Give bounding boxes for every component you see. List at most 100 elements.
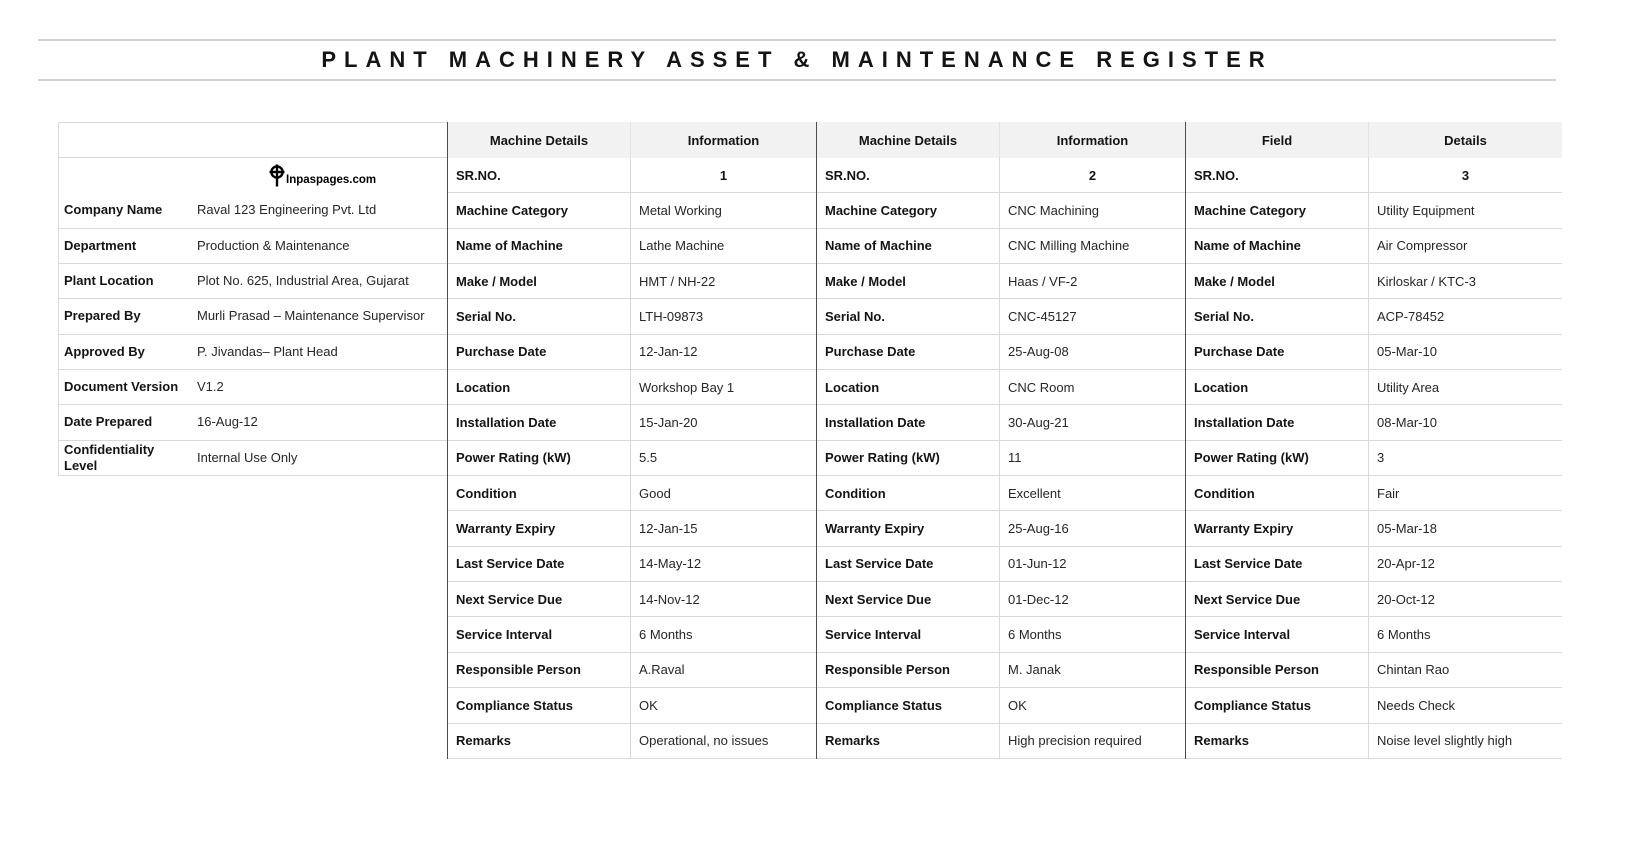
field-value-cell: 30-Aug-21 <box>1000 405 1185 441</box>
field-value-cell: Metal Working <box>631 193 816 229</box>
field-value-cell: 2 <box>1000 158 1185 194</box>
machine-header-field: Machine Details <box>448 122 631 158</box>
field-label-cell: Power Rating (kW) <box>448 440 631 477</box>
info-row-value: Murli Prasad – Maintenance Supervisor <box>189 299 447 335</box>
field-label-cell: Service Interval <box>448 617 631 653</box>
field-value-cell: 05-Mar-10 <box>1369 335 1562 371</box>
field-label-cell: Condition <box>817 476 1000 512</box>
field-value-cell: 15-Jan-20 <box>631 405 816 441</box>
info-panel-spacer <box>59 122 447 158</box>
machine-section-1: Machine Details Information SR.NO. 1 Machi… <box>447 122 816 759</box>
machine-section-3: Field Details SR.NO. 3 Machine Category Uti… <box>1185 122 1562 759</box>
field-value-cell: 12-Jan-15 <box>631 511 816 547</box>
field-value-cell: 5.5 <box>631 441 816 477</box>
info-row-value: Production & Maintenance <box>189 229 447 265</box>
info-row-label: Department <box>59 229 189 265</box>
company-logo: Inpaspages.com <box>59 158 447 193</box>
machine-header-field: Machine Details <box>817 122 1000 158</box>
field-label-cell: Service Interval <box>1186 617 1369 653</box>
field-label-cell: Purchase Date <box>1186 334 1369 371</box>
field-label-cell: Make / Model <box>1186 264 1369 300</box>
field-label-cell: Installation Date <box>817 405 1000 441</box>
field-value-cell: Lathe Machine <box>631 229 816 265</box>
field-label-cell: Last Service Date <box>448 546 631 583</box>
field-label-cell: Next Service Due <box>817 582 1000 618</box>
field-value-cell: 01-Dec-12 <box>1000 582 1185 618</box>
field-value-cell: 3 <box>1369 158 1562 194</box>
field-label-cell: Warranty Expiry <box>817 511 1000 547</box>
document-info-panel: Inpaspages.com Company Name Raval 123 Eng… <box>58 122 447 477</box>
field-label-cell: Machine Category <box>1186 193 1369 229</box>
field-label-cell: Name of Machine <box>448 228 631 265</box>
machine-header-info: Information <box>631 122 816 158</box>
field-value-cell: CNC Machining <box>1000 193 1185 229</box>
logo-site-text: Inpaspages.com <box>286 173 377 186</box>
info-row-value: Raval 123 Engineering Pvt. Ltd <box>189 193 447 229</box>
field-label-cell: Make / Model <box>448 264 631 300</box>
field-value-cell: Utility Equipment <box>1369 193 1562 229</box>
machine-section-2: Machine Details Information SR.NO. 2 Machi… <box>816 122 1185 759</box>
field-value-cell: 01-Jun-12 <box>1000 547 1185 583</box>
info-row-label: Plant Location <box>59 264 189 300</box>
field-label-cell: Name of Machine <box>817 228 1000 265</box>
info-row-label: Confidentiality Level <box>59 441 189 477</box>
field-value-cell: 6 Months <box>631 617 816 653</box>
field-value-cell: Excellent <box>1000 476 1185 512</box>
field-value-cell: Good <box>631 476 816 512</box>
field-value-cell: 25-Aug-08 <box>1000 335 1185 371</box>
field-label-cell: Installation Date <box>1186 405 1369 441</box>
field-value-cell: 14-May-12 <box>631 547 816 583</box>
field-value-cell: 6 Months <box>1369 617 1562 653</box>
field-label-cell: Serial No. <box>817 299 1000 335</box>
field-label-cell: Machine Category <box>817 193 1000 229</box>
field-label-cell: Power Rating (kW) <box>1186 440 1369 477</box>
field-label-cell: Compliance Status <box>1186 688 1369 724</box>
info-row-value: V1.2 <box>189 370 447 406</box>
field-label-cell: Warranty Expiry <box>1186 511 1369 547</box>
field-label-cell: Installation Date <box>448 405 631 441</box>
field-value-cell: LTH-09873 <box>631 299 816 335</box>
asset-register-table: Inpaspages.com Company Name Raval 123 Eng… <box>58 122 1562 759</box>
machine-header-field: Field <box>1186 122 1369 158</box>
field-label-cell: Location <box>1186 370 1369 406</box>
field-label-cell: Machine Category <box>448 193 631 229</box>
field-value-cell: 6 Months <box>1000 617 1185 653</box>
field-label-cell: Name of Machine <box>1186 228 1369 265</box>
field-label-cell: Responsible Person <box>1186 652 1369 689</box>
info-row-label: Company Name <box>59 193 189 229</box>
field-label-cell: Purchase Date <box>817 334 1000 371</box>
field-label-cell: Purchase Date <box>448 334 631 371</box>
field-value-cell: M. Janak <box>1000 653 1185 689</box>
field-value-cell: CNC Milling Machine <box>1000 229 1185 265</box>
field-value-cell: Utility Area <box>1369 370 1562 406</box>
field-value-cell: Chintan Rao <box>1369 653 1562 689</box>
field-label-cell: Serial No. <box>448 299 631 335</box>
info-row-value: Internal Use Only <box>189 441 447 477</box>
field-value-cell: CNC-45127 <box>1000 299 1185 335</box>
field-value-cell: HMT / NH-22 <box>631 264 816 300</box>
field-label-cell: Responsible Person <box>448 652 631 689</box>
info-row-label: Document Version <box>59 370 189 406</box>
field-label-cell: Remarks <box>448 723 631 759</box>
field-label-cell: Condition <box>1186 476 1369 512</box>
field-value-cell: Air Compressor <box>1369 229 1562 265</box>
field-value-cell: Kirloskar / KTC-3 <box>1369 264 1562 300</box>
page-title: PLANT MACHINERY ASSET & MAINTENANCE REGI… <box>321 47 1273 72</box>
field-value-cell: Haas / VF-2 <box>1000 264 1185 300</box>
field-label-cell: Location <box>448 370 631 406</box>
field-label-cell: Compliance Status <box>817 688 1000 724</box>
inpaspages-crosshair-logo-icon <box>269 164 285 187</box>
field-value-cell: A.Raval <box>631 653 816 689</box>
machine-header-info: Details <box>1369 122 1562 158</box>
field-value-cell: High precision required <box>1000 724 1185 759</box>
info-row-value: Plot No. 625, Industrial Area, Gujarat <box>189 264 447 300</box>
field-value-cell: 08-Mar-10 <box>1369 405 1562 441</box>
field-label-cell: SR.NO. <box>448 158 631 194</box>
field-value-cell: ACP-78452 <box>1369 299 1562 335</box>
field-label-cell: Condition <box>448 476 631 512</box>
field-label-cell: Location <box>817 370 1000 406</box>
field-label-cell: Warranty Expiry <box>448 511 631 547</box>
field-value-cell: 25-Aug-16 <box>1000 511 1185 547</box>
field-value-cell: CNC Room <box>1000 370 1185 406</box>
field-value-cell: Workshop Bay 1 <box>631 370 816 406</box>
